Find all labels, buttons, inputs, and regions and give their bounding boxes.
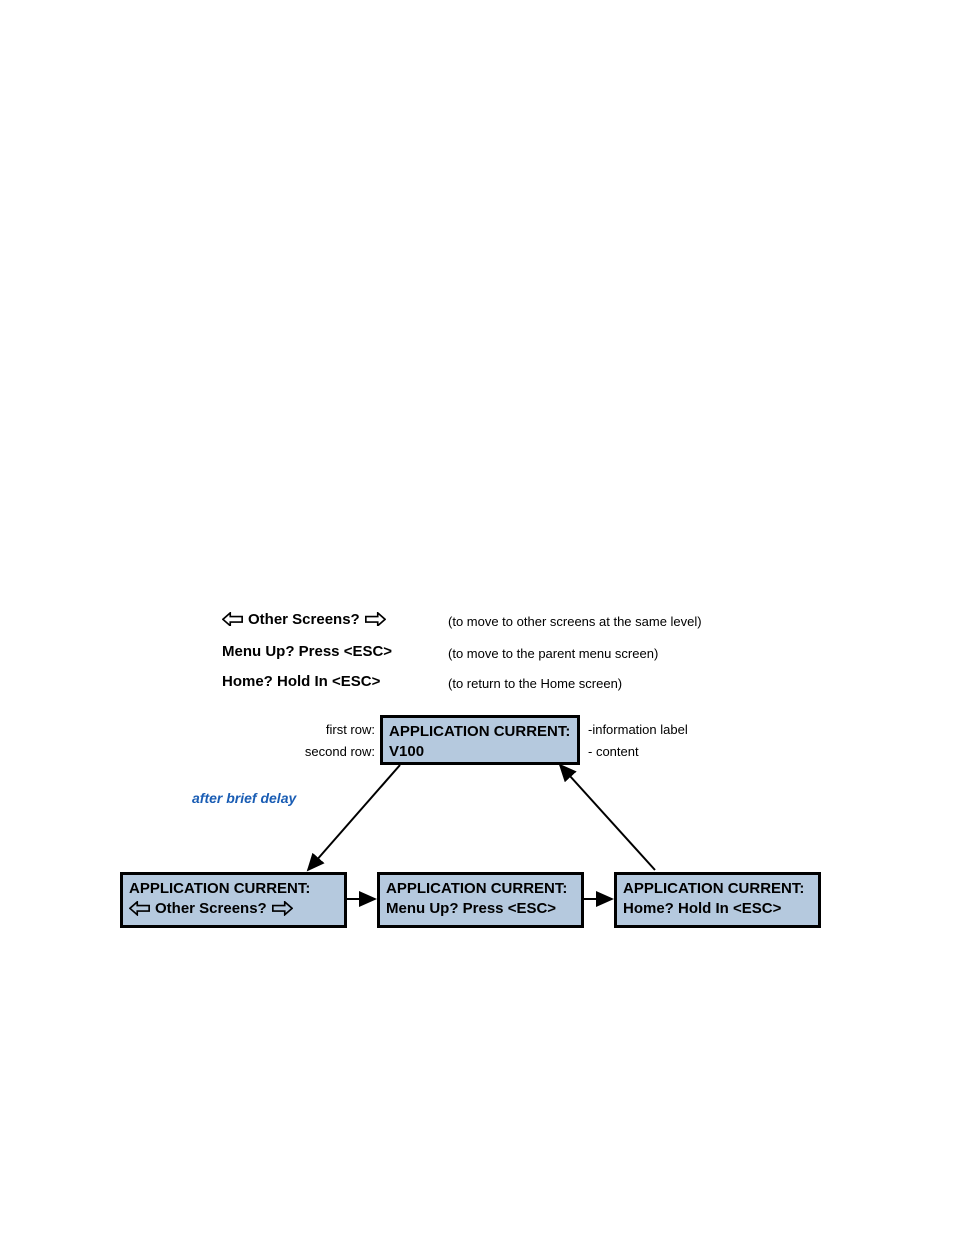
- bottom-box-2-title: APPLICATION CURRENT:: [386, 879, 575, 899]
- bottom-box-3: APPLICATION CURRENT: Home? Hold In <ESC>: [614, 872, 821, 928]
- legend-row-3: Home? Hold In <ESC>: [222, 673, 380, 690]
- legend-3-label: Home? Hold In <ESC>: [222, 673, 380, 690]
- bottom-box-1-line2-text: Other Screens?: [155, 899, 267, 919]
- arrow-left-icon: [222, 612, 244, 628]
- bottom-box-3-line2: Home? Hold In <ESC>: [623, 899, 812, 919]
- top-box-content: V100: [389, 742, 571, 762]
- bottom-box-2: APPLICATION CURRENT: Menu Up? Press <ESC…: [377, 872, 584, 928]
- bottom-box-2-line2: Menu Up? Press <ESC>: [386, 899, 575, 919]
- legend-1-desc: (to move to other screens at the same le…: [448, 614, 702, 629]
- first-row-label: first row:: [326, 722, 375, 737]
- second-row-label: second row:: [305, 744, 375, 759]
- info-label-annot: -information label: [588, 722, 688, 737]
- legend-row-2: Menu Up? Press <ESC>: [222, 643, 392, 660]
- bottom-box-1-title: APPLICATION CURRENT:: [129, 879, 338, 899]
- diagram-canvas: Other Screens? (to move to other screens…: [0, 0, 954, 1235]
- legend-row-1: Other Screens?: [222, 611, 386, 628]
- legend-1-label: Other Screens?: [248, 611, 360, 628]
- arrow-right-icon: [271, 901, 293, 917]
- legend-2-label: Menu Up? Press <ESC>: [222, 643, 392, 660]
- bottom-box-1-line2: Other Screens?: [129, 899, 338, 919]
- arrow-left-icon: [129, 901, 151, 917]
- content-annot: - content: [588, 744, 639, 759]
- delay-label: after brief delay: [192, 790, 296, 806]
- legend-3-desc: (to return to the Home screen): [448, 676, 622, 691]
- bottom-box-1: APPLICATION CURRENT: Other Screens?: [120, 872, 347, 928]
- legend-2-desc: (to move to the parent menu screen): [448, 646, 658, 661]
- arrow-right-icon: [364, 612, 386, 628]
- bottom-box-3-title: APPLICATION CURRENT:: [623, 879, 812, 899]
- top-box: APPLICATION CURRENT: V100: [380, 715, 580, 765]
- top-box-title: APPLICATION CURRENT:: [389, 722, 571, 742]
